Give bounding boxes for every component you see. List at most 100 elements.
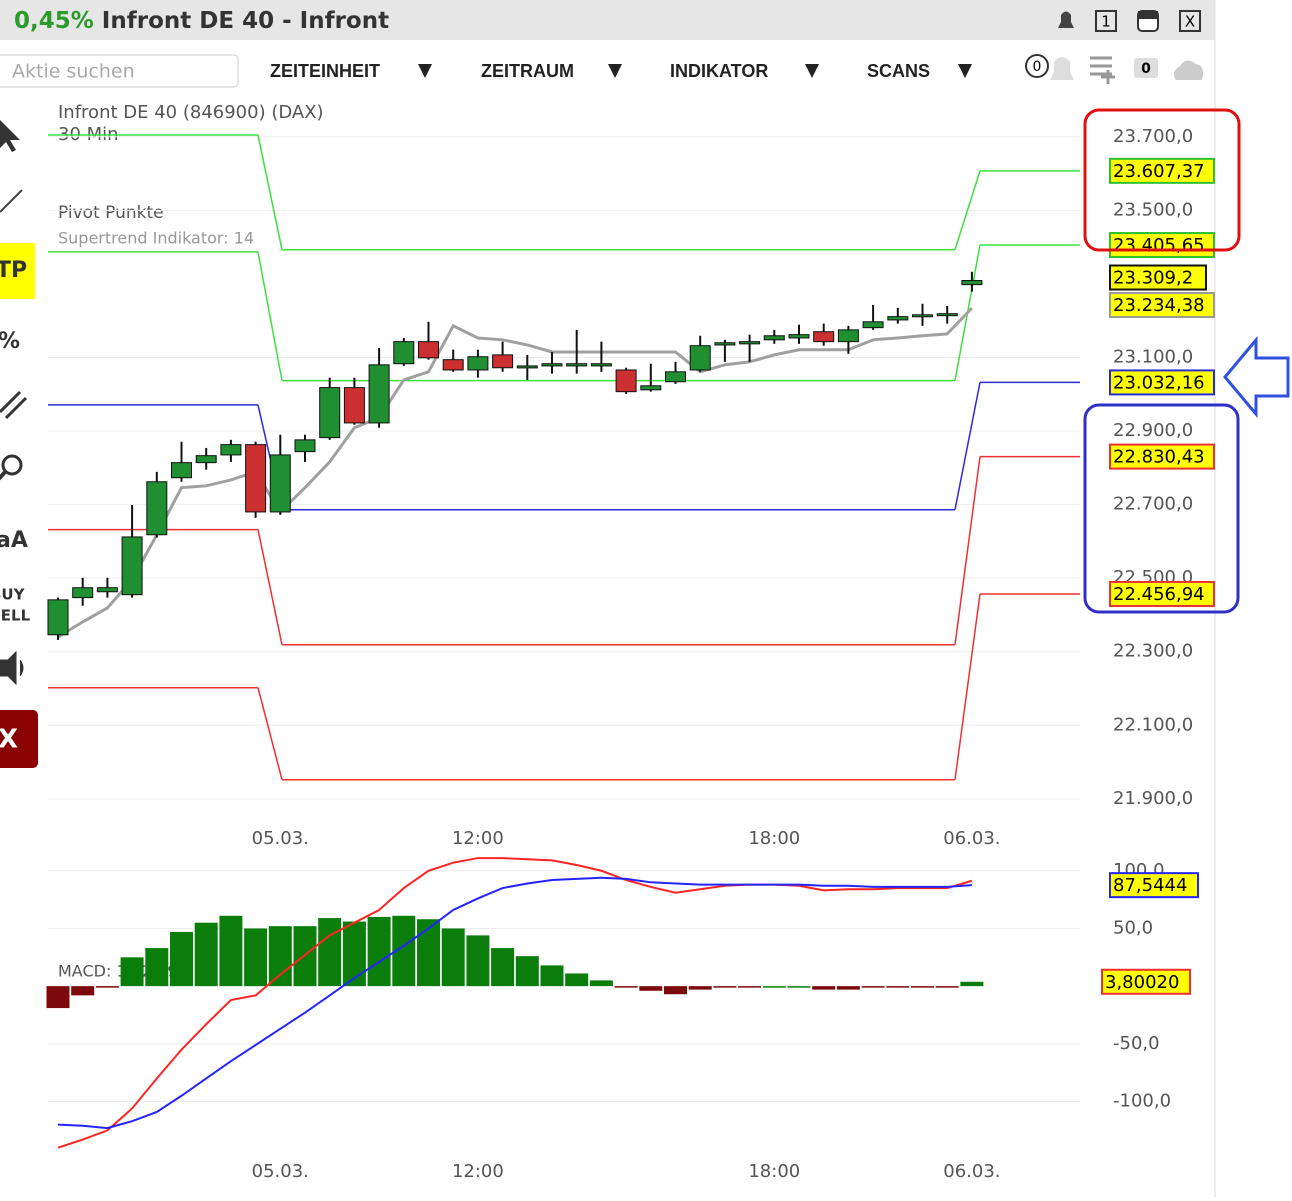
candle-body	[813, 331, 835, 343]
candle-body	[467, 356, 489, 371]
candle-body	[739, 341, 761, 345]
line-tool[interactable]	[0, 189, 23, 213]
menu-arrow	[608, 64, 622, 78]
counter-value: 0	[1141, 61, 1151, 77]
candle-body	[887, 316, 909, 321]
candle-body	[615, 369, 637, 393]
candle-body	[269, 454, 291, 513]
candle-body	[566, 363, 588, 367]
histogram-bar	[244, 928, 268, 987]
x-tick-label: 12:00	[452, 828, 504, 849]
window-title: 0,45% Infront DE 40 - Infront	[14, 8, 389, 34]
candle-body	[47, 599, 69, 636]
close-chart-button[interactable]	[0, 710, 38, 768]
y-tick-label: -50,0	[1113, 1033, 1160, 1054]
notification-badge[interactable]	[1025, 54, 1049, 78]
price-label-box	[1109, 443, 1215, 470]
x-tick-label: 18:00	[748, 828, 800, 849]
histogram-bar	[441, 928, 465, 987]
zoom-tool[interactable]	[1, 454, 23, 476]
histogram-bar	[540, 965, 564, 987]
candle-body	[294, 439, 316, 453]
histogram-bar	[688, 986, 712, 990]
change: 0,45%	[14, 8, 94, 34]
candle-body	[220, 444, 242, 456]
maximize-bar	[1138, 11, 1158, 19]
cursor-icon[interactable]	[0, 120, 20, 152]
candle-body	[96, 587, 118, 593]
candle-body	[492, 354, 514, 369]
window-button-label: 1	[1101, 13, 1111, 31]
histogram-bar	[565, 973, 589, 987]
close-button[interactable]	[1179, 10, 1201, 32]
supertrend-line	[57, 306, 973, 639]
text-tool[interactable]: aA	[0, 528, 28, 553]
histogram-bar	[170, 931, 193, 987]
histogram-bar	[515, 956, 539, 987]
candle-body	[590, 363, 612, 367]
price-label: 23.032,16	[1113, 372, 1205, 393]
histogram-bar	[194, 922, 218, 987]
candle-body	[763, 335, 785, 341]
histogram-bar	[466, 935, 490, 987]
percent-label[interactable]: %	[0, 329, 20, 354]
bell-icon[interactable]	[1050, 57, 1074, 80]
sound-icon[interactable]	[0, 650, 24, 686]
candle-body	[837, 329, 859, 343]
menu-button[interactable]: INDIKATOR	[670, 61, 768, 81]
histogram-bar	[639, 986, 663, 991]
histogram-bar	[935, 986, 959, 988]
search-placeholder: Aktie suchen	[12, 61, 135, 83]
indicator-label: Pivot Punkte	[58, 203, 164, 223]
y-tick-label: 23.100,0	[1113, 346, 1193, 367]
histogram-bar	[342, 921, 366, 987]
alarm-icon[interactable]	[1058, 11, 1074, 29]
pivot-step	[257, 134, 283, 250]
y-tick-label: 22.700,0	[1113, 494, 1193, 515]
menu-button[interactable]: ZEITRAUM	[481, 61, 574, 81]
candle-body	[788, 334, 810, 339]
window-button[interactable]	[1095, 10, 1117, 32]
pivot-step	[257, 687, 283, 780]
histogram-bar	[145, 948, 169, 987]
candle-body	[171, 462, 192, 479]
histogram-bar	[911, 986, 934, 988]
highlight-box	[1083, 403, 1240, 614]
histogram-bar	[861, 986, 885, 988]
counter-box[interactable]	[1134, 58, 1158, 78]
sell-label[interactable]: SELL	[0, 607, 31, 625]
histogram-bar	[71, 986, 95, 996]
tp-label: TP	[0, 258, 27, 283]
buy-label[interactable]: BUY	[0, 586, 26, 604]
histogram-bar	[417, 919, 440, 987]
histogram-bar	[367, 916, 391, 987]
menu-button[interactable]: ZEITEINHEIT	[270, 61, 380, 81]
price-label-box	[1109, 157, 1215, 184]
y-tick-label: 23.700,0	[1113, 126, 1193, 147]
macd-line	[57, 857, 973, 1149]
candle-body	[961, 280, 983, 286]
price-label: 87,5444	[1113, 875, 1187, 896]
x-tick-label: 05.03.	[252, 1161, 309, 1182]
y-tick-label: 22.900,0	[1113, 420, 1193, 441]
candle-body	[862, 321, 884, 329]
menu-button[interactable]: SCANS	[867, 61, 930, 81]
y-tick-label: 50,0	[1113, 917, 1153, 938]
candle-body	[72, 587, 94, 599]
search-input[interactable]	[0, 54, 239, 88]
candle-body	[393, 341, 415, 365]
price-label: 23.234,38	[1113, 295, 1205, 316]
candle-body	[936, 313, 958, 317]
sidebar: TP % aA BUY SELL X	[0, 120, 38, 768]
cloud-icon[interactable]	[1173, 60, 1204, 80]
highlight-box	[1083, 108, 1241, 252]
list-icon[interactable]	[1090, 56, 1115, 84]
price-label-box	[1109, 292, 1215, 319]
y-tick-label: 22.100,0	[1113, 714, 1193, 735]
y-tick-label: 22.300,0	[1113, 641, 1193, 662]
parallel-tool[interactable]	[0, 390, 28, 420]
price-label-box	[1101, 968, 1191, 995]
candle-body	[516, 365, 538, 369]
signal	[57, 876, 972, 1130]
tp-button[interactable]	[0, 243, 35, 299]
